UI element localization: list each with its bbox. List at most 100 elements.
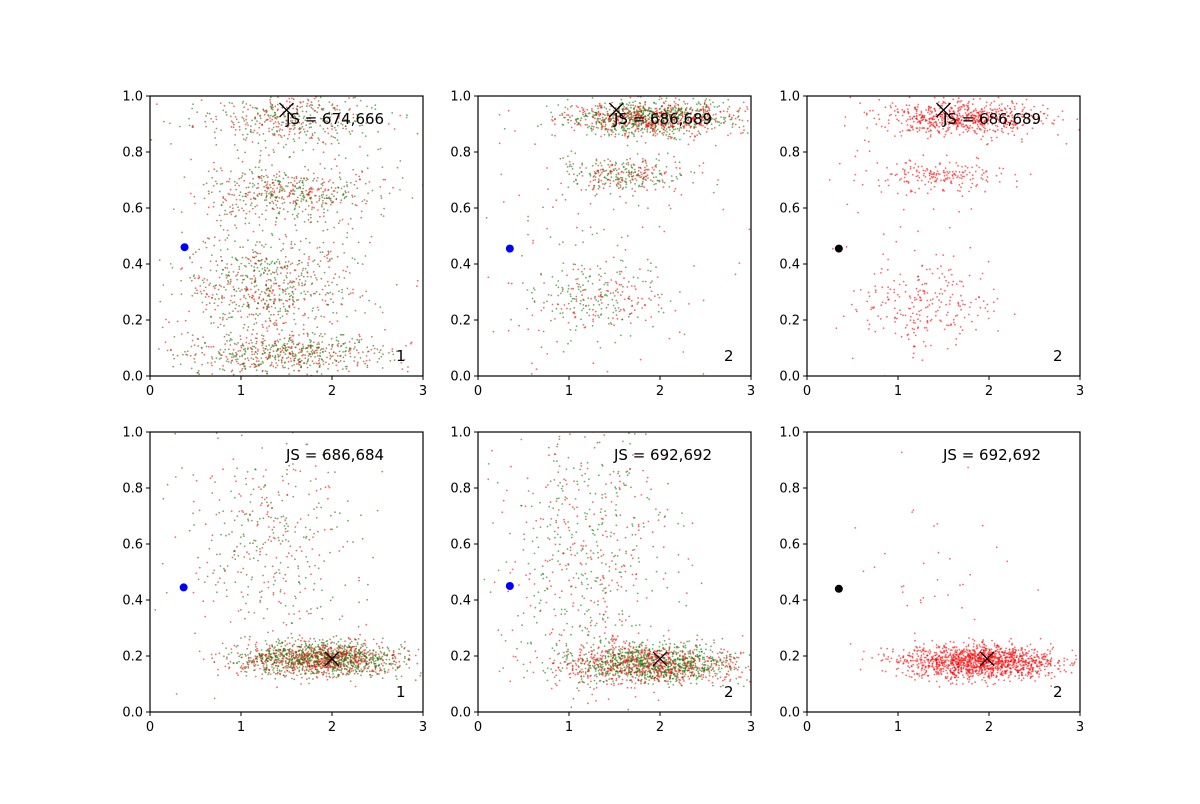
data-point [208, 381, 210, 383]
data-point [349, 131, 351, 133]
data-point [366, 360, 368, 362]
data-point [571, 300, 573, 302]
data-point [220, 324, 222, 326]
data-point [632, 101, 634, 103]
data-point [639, 102, 641, 104]
data-point [261, 345, 263, 347]
data-point [246, 213, 248, 215]
data-point [927, 112, 929, 114]
data-point [333, 227, 335, 229]
data-point [292, 287, 294, 289]
data-point [1091, 137, 1093, 139]
data-point [260, 273, 262, 275]
data-point [368, 300, 370, 302]
data-point [208, 346, 210, 348]
data-point [607, 159, 609, 161]
data-point [999, 105, 1001, 107]
data-point [269, 357, 271, 359]
data-point [571, 166, 573, 168]
data-point [574, 264, 576, 266]
data-point [629, 176, 631, 178]
data-point [605, 117, 607, 119]
data-point [301, 191, 303, 193]
data-point [615, 162, 617, 164]
data-point [1001, 103, 1003, 105]
data-point [636, 303, 638, 305]
data-point [603, 229, 605, 231]
data-point [382, 166, 384, 168]
data-point [273, 192, 275, 194]
data-point [300, 292, 302, 294]
data-point [277, 200, 279, 202]
data-point [229, 212, 231, 214]
data-point [407, 371, 409, 373]
data-point [669, 129, 671, 131]
data-point [593, 175, 595, 177]
data-point [269, 202, 271, 204]
data-point [206, 294, 208, 296]
data-point [648, 169, 650, 171]
data-point [311, 187, 313, 189]
data-point [605, 294, 607, 296]
data-point [961, 100, 963, 102]
data-point [739, 107, 741, 109]
data-point [917, 104, 919, 106]
data-point [227, 280, 229, 282]
data-point [323, 316, 325, 318]
data-point [417, 280, 419, 282]
data-point [322, 191, 324, 193]
data-point [187, 351, 189, 353]
data-point [326, 347, 328, 349]
data-point [328, 266, 330, 268]
data-point [319, 195, 321, 197]
data-point [332, 182, 334, 184]
data-point [673, 129, 675, 131]
data-point [251, 333, 253, 335]
data-point [503, 201, 505, 203]
data-point [997, 129, 999, 131]
data-point [253, 184, 255, 186]
data-point [658, 304, 660, 306]
data-point [305, 190, 307, 192]
data-point [211, 356, 213, 358]
data-point [270, 279, 272, 281]
data-point [630, 173, 632, 175]
data-point [230, 353, 232, 355]
data-point [256, 369, 258, 371]
data-point [230, 279, 232, 281]
data-point [577, 278, 579, 280]
data-point [194, 277, 196, 279]
data-point [308, 258, 310, 260]
data-point [569, 329, 571, 331]
data-point [371, 236, 373, 238]
data-point [555, 199, 557, 201]
data-point [996, 175, 998, 177]
data-point [648, 107, 650, 109]
data-point [278, 142, 280, 144]
data-point [378, 358, 380, 360]
data-point [231, 295, 233, 297]
data-point [927, 192, 929, 194]
data-point [235, 129, 237, 131]
data-point [204, 198, 206, 200]
data-point [274, 343, 276, 345]
data-point [246, 337, 248, 339]
data-point [631, 178, 633, 180]
data-point [310, 94, 312, 96]
data-point [247, 289, 249, 291]
data-point [292, 352, 294, 354]
data-point [628, 316, 630, 318]
data-point [901, 109, 903, 111]
data-point [212, 358, 214, 360]
data-point [642, 132, 644, 134]
data-point [955, 162, 957, 164]
data-point [257, 183, 259, 185]
data-point [181, 293, 183, 295]
data-point [582, 273, 584, 275]
data-point [259, 313, 261, 315]
data-point [585, 124, 587, 126]
data-point [906, 120, 908, 122]
data-point [280, 135, 282, 137]
data-point [252, 183, 254, 185]
data-point [272, 208, 274, 210]
